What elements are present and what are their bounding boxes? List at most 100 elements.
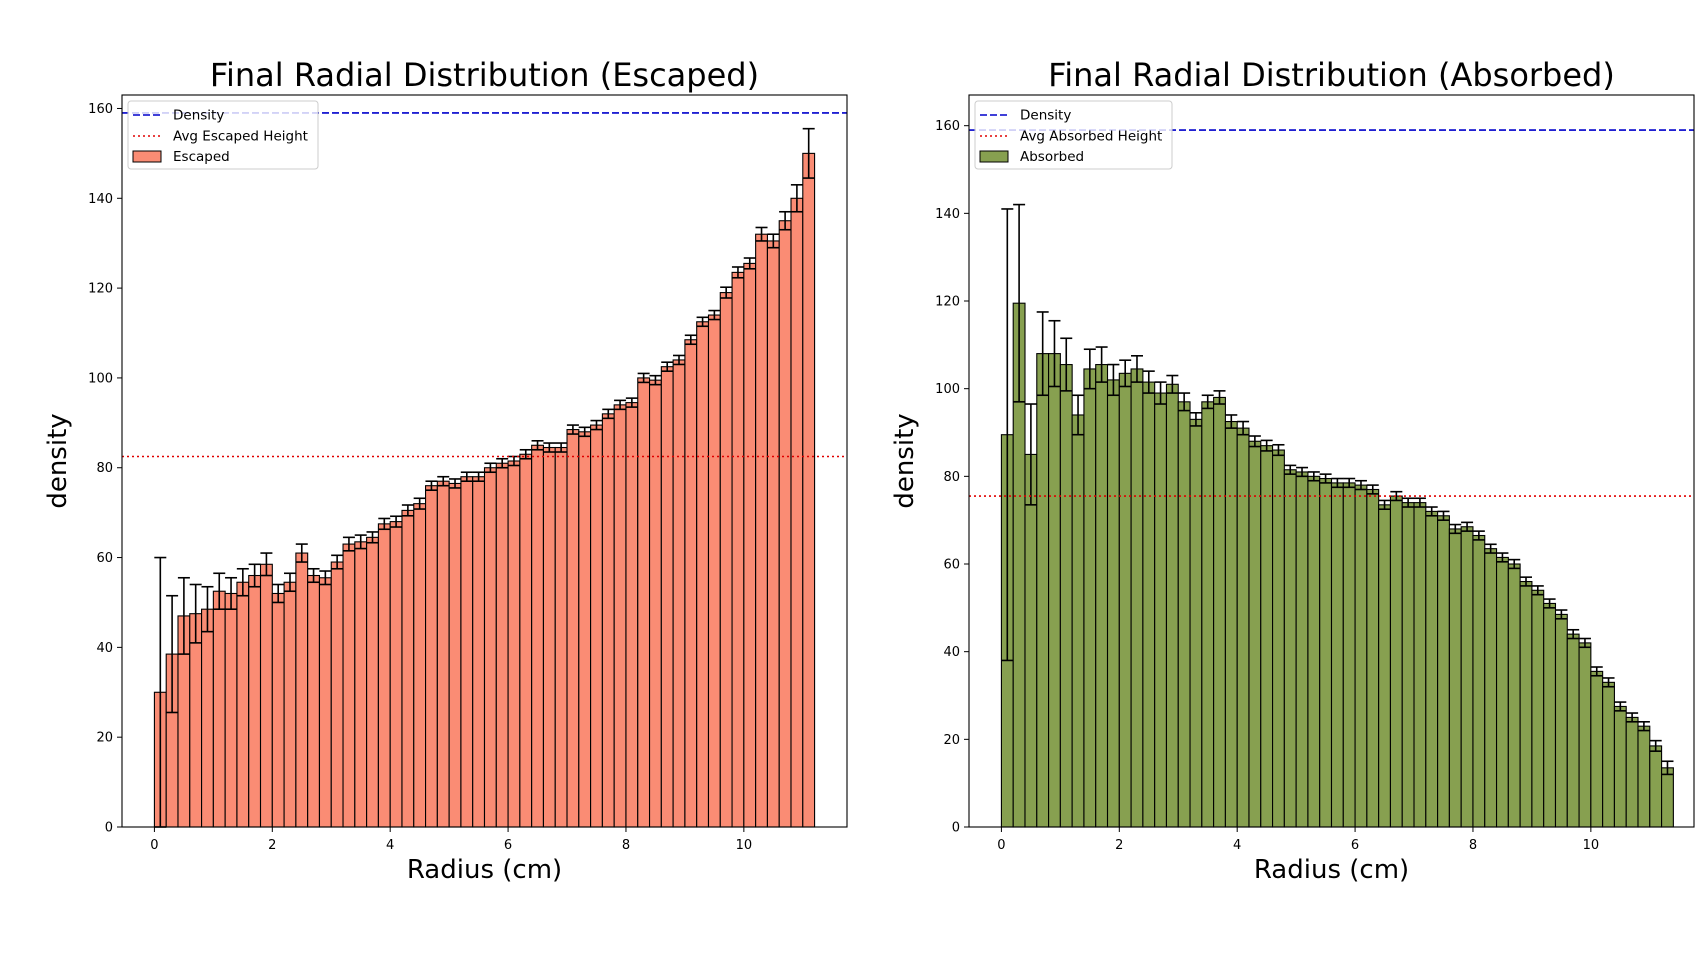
x-tick-label: 8 bbox=[1469, 838, 1477, 853]
bar bbox=[1613, 705, 1627, 828]
bar bbox=[1578, 642, 1592, 828]
bar bbox=[259, 563, 273, 828]
bar bbox=[719, 292, 733, 828]
bar bbox=[731, 271, 745, 828]
x-tick-label: 4 bbox=[386, 838, 394, 853]
bar bbox=[472, 476, 486, 828]
bar bbox=[1307, 475, 1321, 828]
bar bbox=[448, 482, 462, 828]
bar bbox=[366, 536, 379, 828]
bar bbox=[1295, 471, 1309, 828]
bar bbox=[637, 377, 651, 828]
y-tick-label: 140 bbox=[935, 207, 960, 222]
bar bbox=[778, 220, 792, 828]
bar bbox=[1248, 440, 1262, 828]
bar bbox=[295, 552, 309, 828]
x-tick-label: 6 bbox=[504, 838, 512, 853]
legend-bar-swatch bbox=[132, 150, 162, 163]
bar bbox=[1354, 484, 1368, 828]
y-tick-label: 40 bbox=[943, 645, 960, 660]
bar bbox=[283, 581, 297, 828]
bar bbox=[1495, 556, 1509, 828]
bar bbox=[1342, 482, 1356, 828]
legend-density-label: Density bbox=[1020, 108, 1071, 124]
y-tick-label: 80 bbox=[943, 470, 960, 485]
bar bbox=[1543, 602, 1557, 828]
legend-avg-label: Avg Absorbed Height bbox=[1020, 129, 1162, 145]
plot-frame bbox=[968, 94, 1695, 828]
x-tick-label: 4 bbox=[1233, 838, 1241, 853]
y-axis-title: density bbox=[890, 413, 920, 508]
bar bbox=[1236, 427, 1250, 828]
bar bbox=[554, 446, 568, 828]
bar bbox=[1059, 364, 1073, 828]
bar bbox=[1378, 504, 1391, 828]
legend-bar-swatch bbox=[979, 150, 1009, 163]
bar bbox=[201, 608, 214, 828]
bar bbox=[1602, 681, 1615, 828]
bar bbox=[1637, 725, 1651, 828]
bar bbox=[566, 429, 580, 828]
bar bbox=[401, 509, 415, 828]
bar bbox=[1118, 372, 1132, 828]
y-tick-label: 0 bbox=[105, 821, 113, 836]
bar bbox=[1130, 368, 1144, 828]
bar bbox=[1366, 488, 1380, 828]
y-tick-label: 100 bbox=[935, 382, 960, 397]
x-tick-label: 2 bbox=[1115, 838, 1123, 853]
bar bbox=[1071, 414, 1085, 828]
bar bbox=[1165, 383, 1179, 828]
bar bbox=[766, 240, 780, 828]
x-axis-title: Radius (cm) bbox=[407, 855, 562, 885]
bar bbox=[1625, 716, 1639, 828]
bar bbox=[672, 359, 686, 828]
bar bbox=[531, 444, 544, 828]
bar bbox=[389, 521, 403, 828]
bar bbox=[1661, 767, 1674, 828]
bar bbox=[1224, 421, 1238, 828]
y-tick-label: 120 bbox=[935, 295, 960, 310]
bar bbox=[1448, 528, 1462, 828]
y-tick-label: 160 bbox=[88, 102, 113, 117]
bar bbox=[1319, 477, 1333, 828]
y-tick-label: 40 bbox=[96, 641, 113, 656]
bar bbox=[1507, 563, 1521, 828]
legend-series-label: Escaped bbox=[173, 149, 230, 165]
x-tick-label: 6 bbox=[1351, 838, 1359, 853]
bar bbox=[1649, 745, 1663, 828]
bar bbox=[1106, 379, 1120, 828]
bar bbox=[542, 446, 556, 828]
bar bbox=[625, 402, 639, 828]
bar bbox=[436, 480, 450, 828]
y-tick-label: 100 bbox=[88, 371, 113, 386]
bar bbox=[1472, 534, 1486, 828]
bar bbox=[601, 413, 615, 828]
y-tick-label: 140 bbox=[88, 192, 113, 207]
bar bbox=[755, 233, 768, 828]
bar bbox=[1389, 495, 1403, 828]
bar bbox=[460, 476, 474, 828]
bar bbox=[519, 453, 533, 828]
bar bbox=[330, 561, 344, 828]
bar bbox=[1095, 364, 1109, 828]
legend-series-label: Absorbed bbox=[1020, 149, 1084, 165]
y-tick-label: 160 bbox=[935, 119, 960, 134]
bar bbox=[707, 314, 721, 828]
bar bbox=[1213, 396, 1226, 828]
bar bbox=[1260, 445, 1274, 828]
x-tick-label: 10 bbox=[736, 838, 753, 853]
x-tick-label: 0 bbox=[150, 838, 158, 853]
y-tick-label: 80 bbox=[96, 461, 113, 476]
bar bbox=[377, 523, 391, 828]
bar bbox=[613, 404, 627, 828]
bar bbox=[1484, 548, 1498, 828]
bar bbox=[648, 379, 662, 828]
bar bbox=[1201, 401, 1215, 828]
bar bbox=[578, 431, 592, 828]
bar bbox=[1024, 453, 1038, 828]
legend-avg-label: Avg Escaped Height bbox=[173, 129, 308, 145]
error-bars-group bbox=[1001, 203, 1674, 776]
bar bbox=[189, 613, 203, 828]
bar bbox=[743, 262, 757, 828]
